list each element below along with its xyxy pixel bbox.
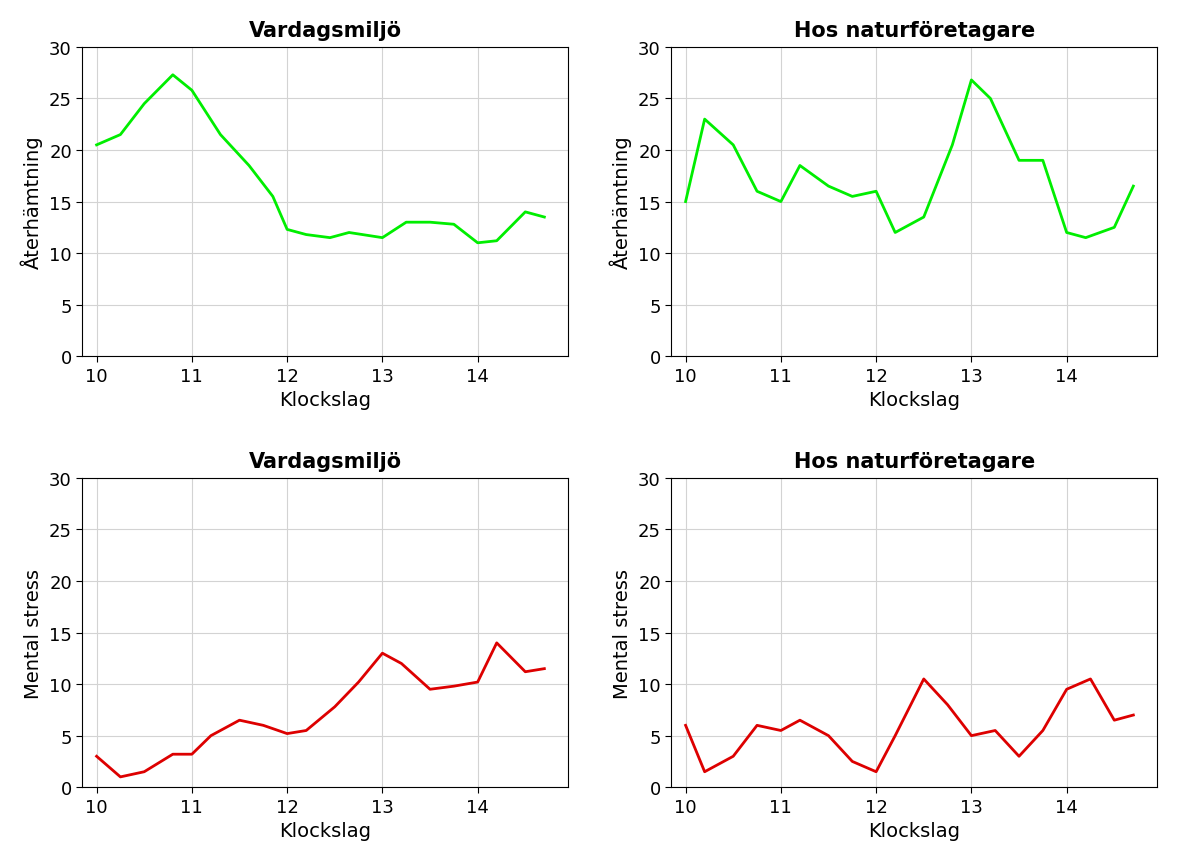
- Title: Vardagsmiljö: Vardagsmiljö: [249, 451, 402, 471]
- X-axis label: Klockslag: Klockslag: [279, 391, 371, 410]
- Y-axis label: Återhämtning: Återhämtning: [610, 135, 633, 269]
- X-axis label: Klockslag: Klockslag: [868, 821, 960, 840]
- Title: Hos naturföretagare: Hos naturföretagare: [794, 451, 1034, 471]
- X-axis label: Klockslag: Klockslag: [279, 821, 371, 840]
- X-axis label: Klockslag: Klockslag: [868, 391, 960, 410]
- Y-axis label: Återhämtning: Återhämtning: [21, 135, 44, 269]
- Title: Vardagsmiljö: Vardagsmiljö: [249, 21, 402, 40]
- Y-axis label: Mental stress: Mental stress: [614, 568, 633, 697]
- Title: Hos naturföretagare: Hos naturföretagare: [794, 21, 1034, 40]
- Y-axis label: Mental stress: Mental stress: [25, 568, 44, 697]
